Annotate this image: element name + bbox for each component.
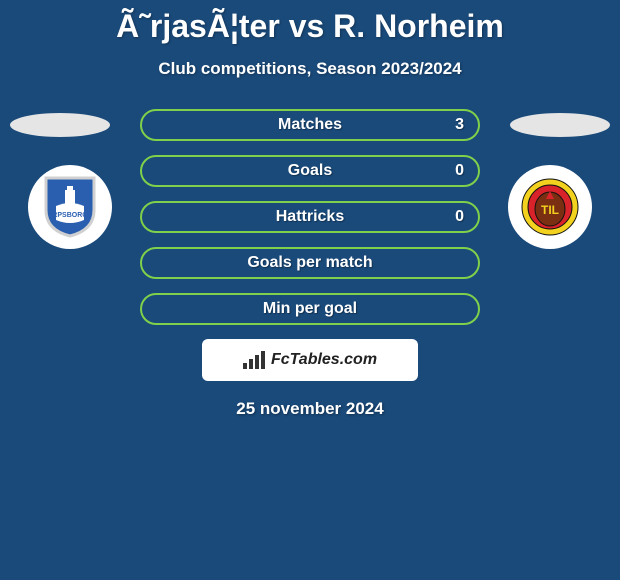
- left-team-logo: RPSBORG: [28, 165, 112, 249]
- til-badge-icon: TIL: [520, 177, 580, 237]
- subtitle: Club competitions, Season 2023/2024: [0, 59, 620, 79]
- stat-label: Goals per match: [247, 254, 372, 272]
- brand-box[interactable]: FcTables.com: [202, 339, 418, 381]
- stat-row: Hattricks 0: [140, 201, 480, 233]
- stat-row: Goals 0: [140, 155, 480, 187]
- stat-row: Matches 3: [140, 109, 480, 141]
- stat-label: Hattricks: [276, 208, 344, 226]
- stat-row: Min per goal: [140, 293, 480, 325]
- comparison-content: RPSBORG TIL Matches 3 Goals 0 Hattricks …: [0, 109, 620, 419]
- stat-label: Goals: [288, 162, 332, 180]
- right-team-logo: TIL: [508, 165, 592, 249]
- svg-text:TIL: TIL: [541, 203, 559, 217]
- stat-label: Matches: [278, 116, 342, 134]
- stat-value: 3: [455, 116, 464, 134]
- svg-text:RPSBORG: RPSBORG: [52, 212, 88, 219]
- stat-value: 0: [455, 162, 464, 180]
- stat-row: Goals per match: [140, 247, 480, 279]
- date-text: 25 november 2024: [0, 399, 620, 419]
- right-ellipse: [510, 113, 610, 137]
- left-ellipse: [10, 113, 110, 137]
- chart-icon: [243, 351, 265, 369]
- shield-icon: RPSBORG: [42, 176, 98, 238]
- stat-label: Min per goal: [263, 300, 357, 318]
- stats-rows: Matches 3 Goals 0 Hattricks 0 Goals per …: [140, 109, 480, 325]
- stat-value: 0: [455, 208, 464, 226]
- page-title: Ã˜rjasÃ¦ter vs R. Norheim: [0, 0, 620, 45]
- brand-text: FcTables.com: [271, 351, 377, 369]
